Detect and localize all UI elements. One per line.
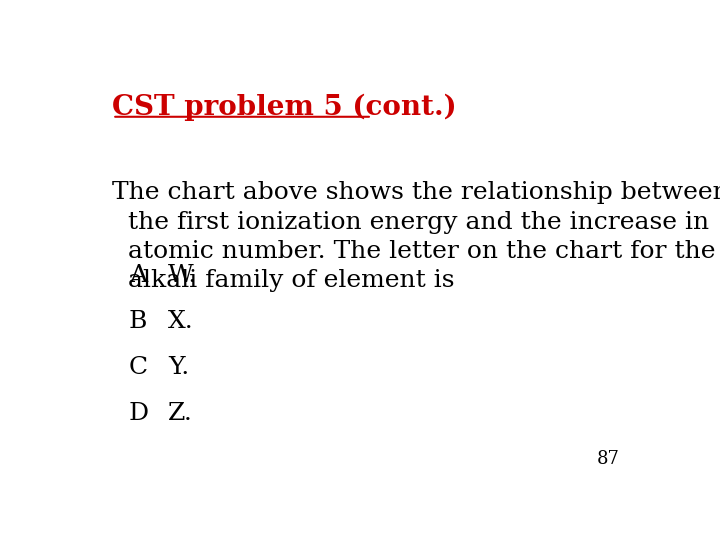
Text: B: B [129,310,148,333]
Text: X.: X. [168,310,194,333]
Text: The chart above shows the relationship between
  the first ionization energy and: The chart above shows the relationship b… [112,181,720,292]
Text: A: A [129,265,147,287]
Text: W.: W. [168,265,197,287]
Text: C: C [129,356,148,379]
Text: Y.: Y. [168,356,189,379]
Text: CST problem 5 (cont.): CST problem 5 (cont.) [112,94,457,122]
Text: Z.: Z. [168,402,193,424]
Text: 87: 87 [597,450,620,468]
Text: D: D [129,402,149,424]
